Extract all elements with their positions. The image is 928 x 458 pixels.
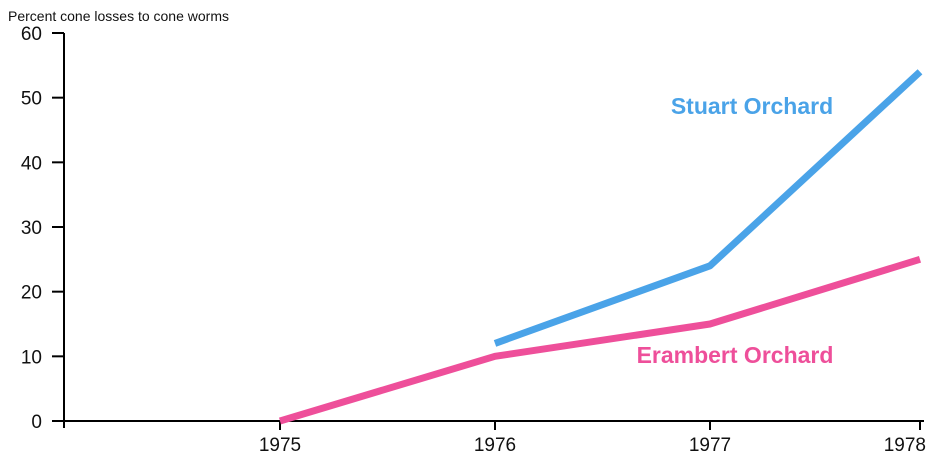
y-tick-label: 30 [21, 218, 42, 239]
series-label: Erambert Orchard [637, 342, 834, 368]
series-layer [278, 69, 923, 425]
x-tick-label: 1976 [474, 435, 516, 456]
series-label: Stuart Orchard [671, 93, 833, 119]
x-tick-label: 1975 [259, 435, 301, 456]
series-label-layer: Stuart Orchard Erambert Orchard [637, 93, 834, 368]
y-tick-label: 20 [21, 283, 42, 304]
x-tick-label: 1977 [689, 435, 731, 456]
series-line-erambert-orchard [278, 255, 922, 425]
x-tick-label: 1978 [884, 435, 926, 456]
y-tick-label: 60 [21, 24, 42, 45]
x-axis: 1975 1976 1977 1978 [52, 420, 926, 456]
y-tick-label: 10 [21, 347, 42, 368]
y-axis-title: Percent cone losses to cone worms [8, 8, 229, 24]
y-tick-label: 0 [31, 412, 42, 433]
y-tick-label: 40 [21, 153, 42, 174]
y-axis: 0 10 20 30 40 50 60 [21, 24, 65, 433]
y-tick-label: 50 [21, 89, 42, 110]
